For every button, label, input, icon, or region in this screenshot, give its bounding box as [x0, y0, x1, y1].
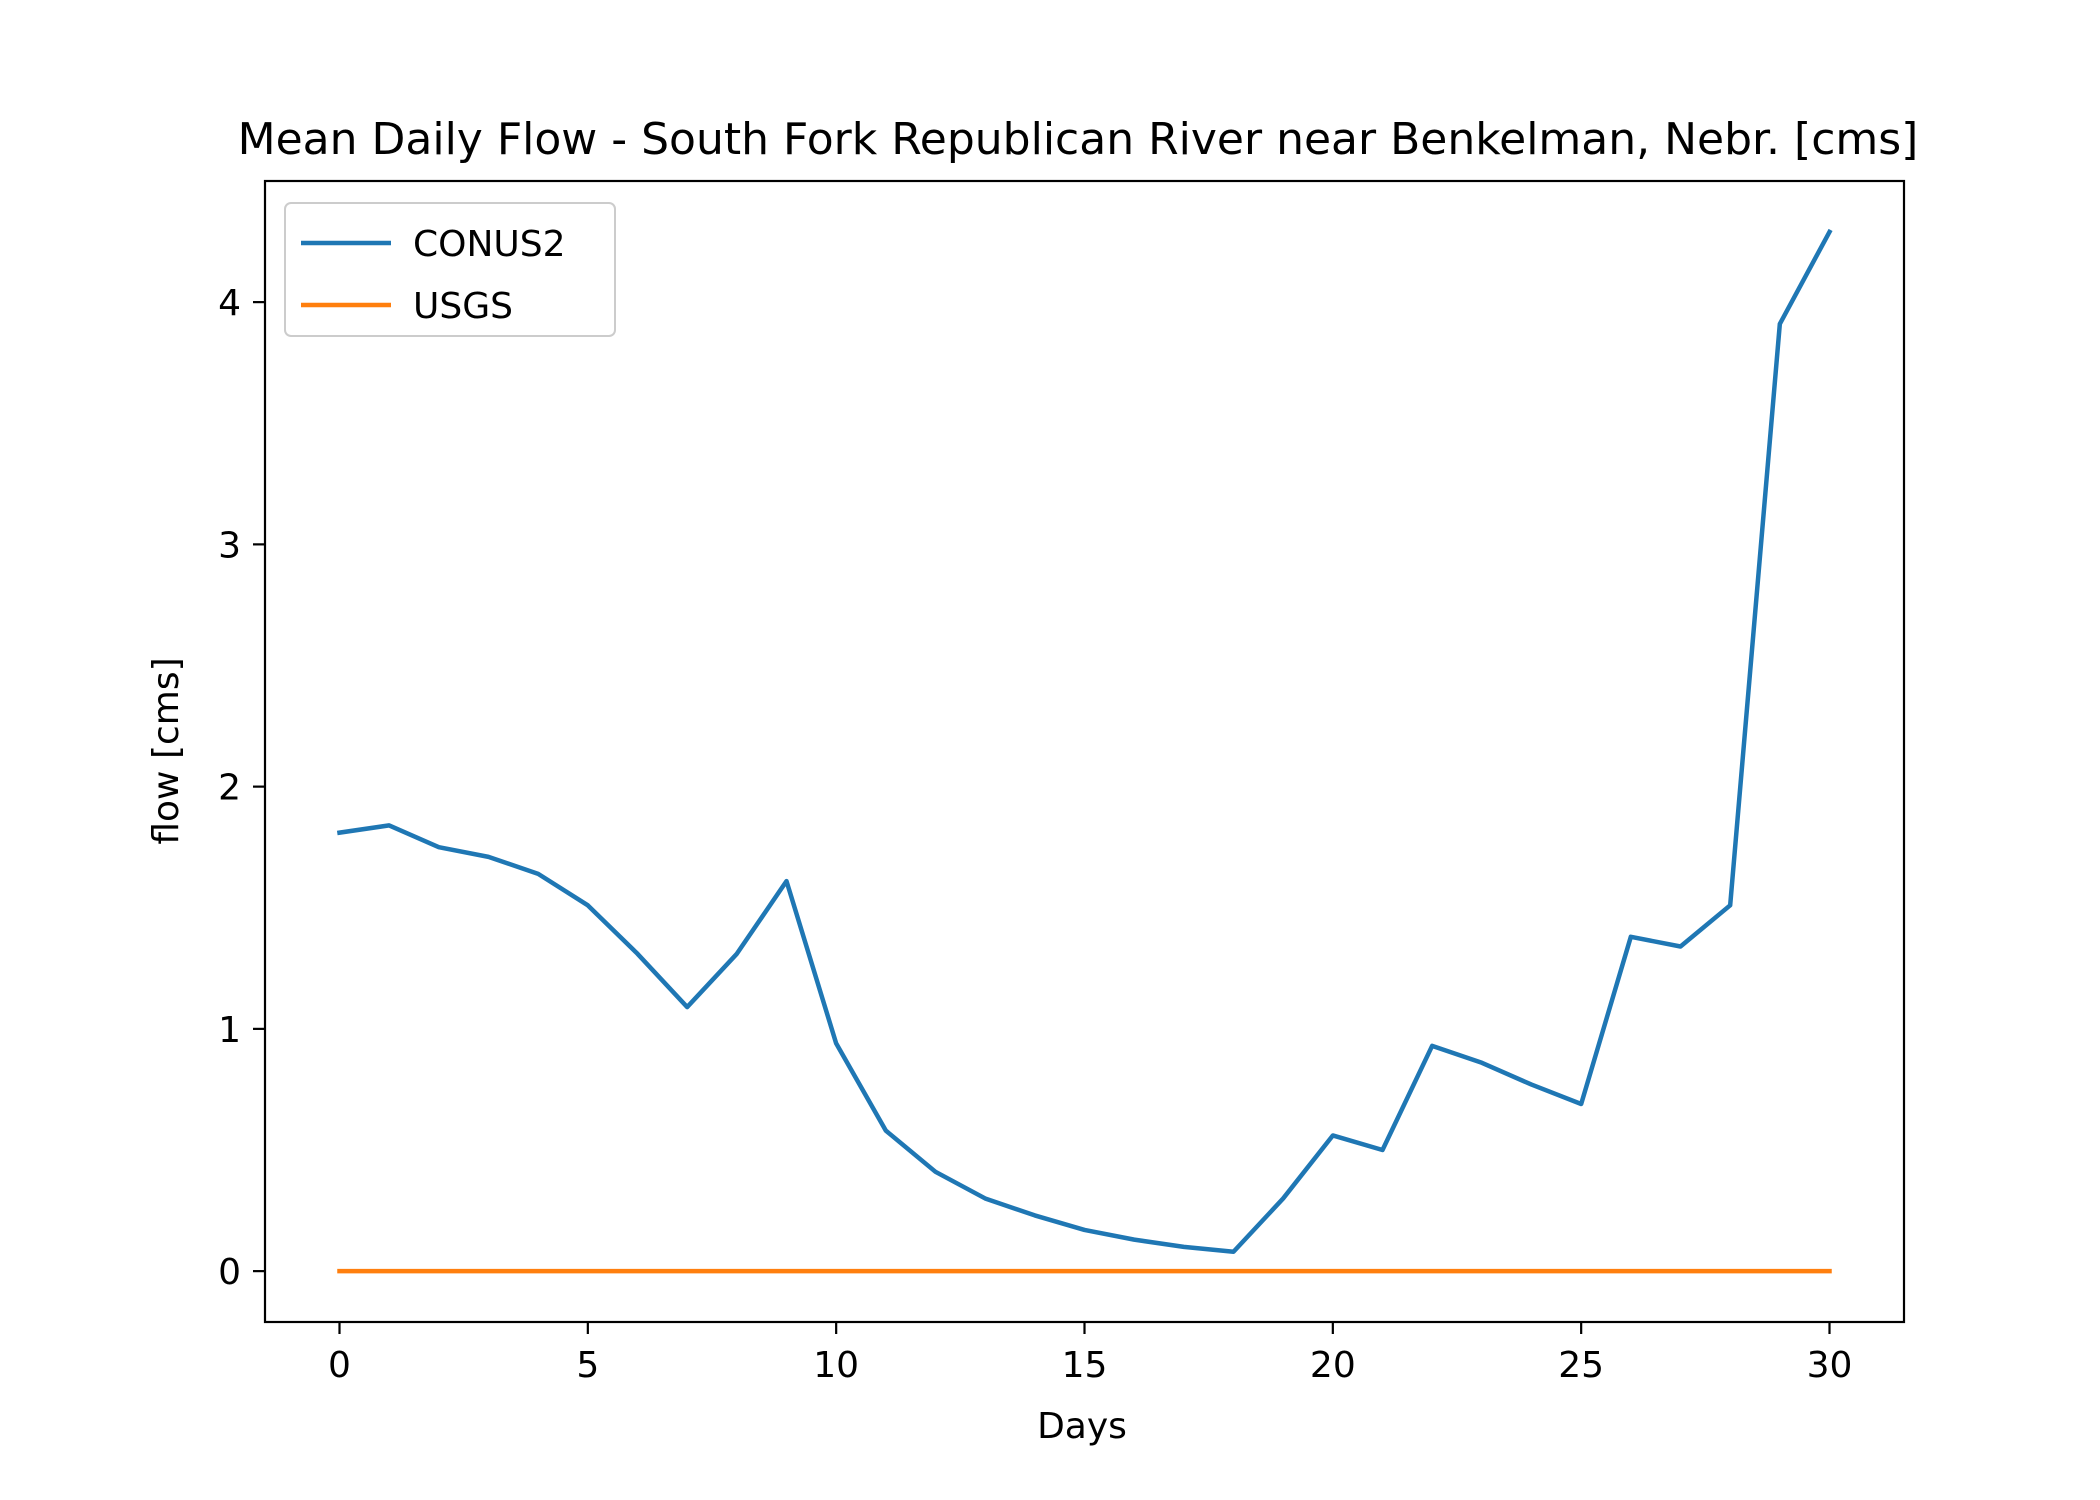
x-tick-label: 30: [1807, 1345, 1853, 1386]
y-axis-label: flow [cms]: [146, 657, 187, 844]
legend: CONUS2 USGS: [284, 202, 616, 337]
plot-area: [336, 228, 1833, 1274]
y-tick-label: 4: [218, 283, 241, 324]
y-tick-label: 0: [218, 1252, 241, 1293]
x-tick-label: 15: [1062, 1345, 1108, 1386]
x-tick-label: 0: [328, 1345, 351, 1386]
chart-title: Mean Daily Flow - South Fork Republican …: [238, 114, 1919, 165]
x-tick-label: 20: [1310, 1345, 1356, 1386]
y-axis: 0 1 2 3 4: [218, 283, 265, 1293]
x-axis: 0 5 10 15 20 25 30: [328, 1322, 1852, 1386]
y-tick-label: 3: [218, 525, 241, 566]
legend-label-usgs: USGS: [413, 286, 513, 327]
x-axis-label: Days: [1037, 1406, 1127, 1447]
x-tick-label: 25: [1558, 1345, 1604, 1386]
y-tick-label: 1: [218, 1010, 241, 1051]
x-tick-label: 10: [813, 1345, 859, 1386]
legend-label-conus2: CONUS2: [413, 224, 566, 265]
y-tick-label: 2: [218, 768, 241, 809]
series-line-conus2: [336, 228, 1833, 1254]
x-tick-label: 5: [576, 1345, 599, 1386]
